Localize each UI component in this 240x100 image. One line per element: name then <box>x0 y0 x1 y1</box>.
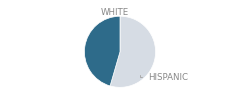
Text: HISPANIC: HISPANIC <box>139 73 188 82</box>
Text: WHITE: WHITE <box>101 8 129 23</box>
Wedge shape <box>84 16 120 86</box>
Wedge shape <box>110 16 156 87</box>
